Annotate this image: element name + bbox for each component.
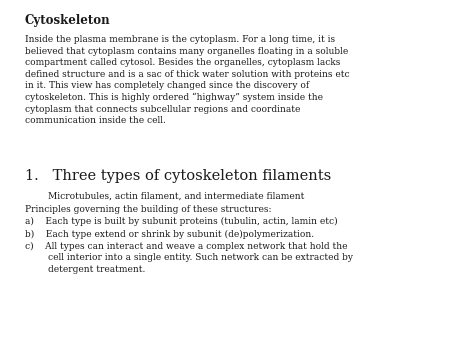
Text: Cytoskeleton: Cytoskeleton	[25, 14, 110, 26]
Text: 1.   Three types of cytoskeleton filaments: 1. Three types of cytoskeleton filaments	[25, 169, 331, 183]
Text: Principles governing the building of these structures:: Principles governing the building of the…	[25, 205, 271, 214]
Text: a)    Each type is built by subunit proteins (tubulin, actin, lamin etc): a) Each type is built by subunit protein…	[25, 217, 338, 226]
Text: c)    All types can interact and weave a complex network that hold the
        c: c) All types can interact and weave a co…	[25, 242, 353, 274]
Text: Inside the plasma membrane is the cytoplasm. For a long time, it is
believed tha: Inside the plasma membrane is the cytopl…	[25, 35, 349, 125]
Text: b)    Each type extend or shrink by subunit (de)polymerization.: b) Each type extend or shrink by subunit…	[25, 230, 314, 239]
Text: Microtubules, actin filament, and intermediate filament: Microtubules, actin filament, and interm…	[25, 192, 304, 201]
